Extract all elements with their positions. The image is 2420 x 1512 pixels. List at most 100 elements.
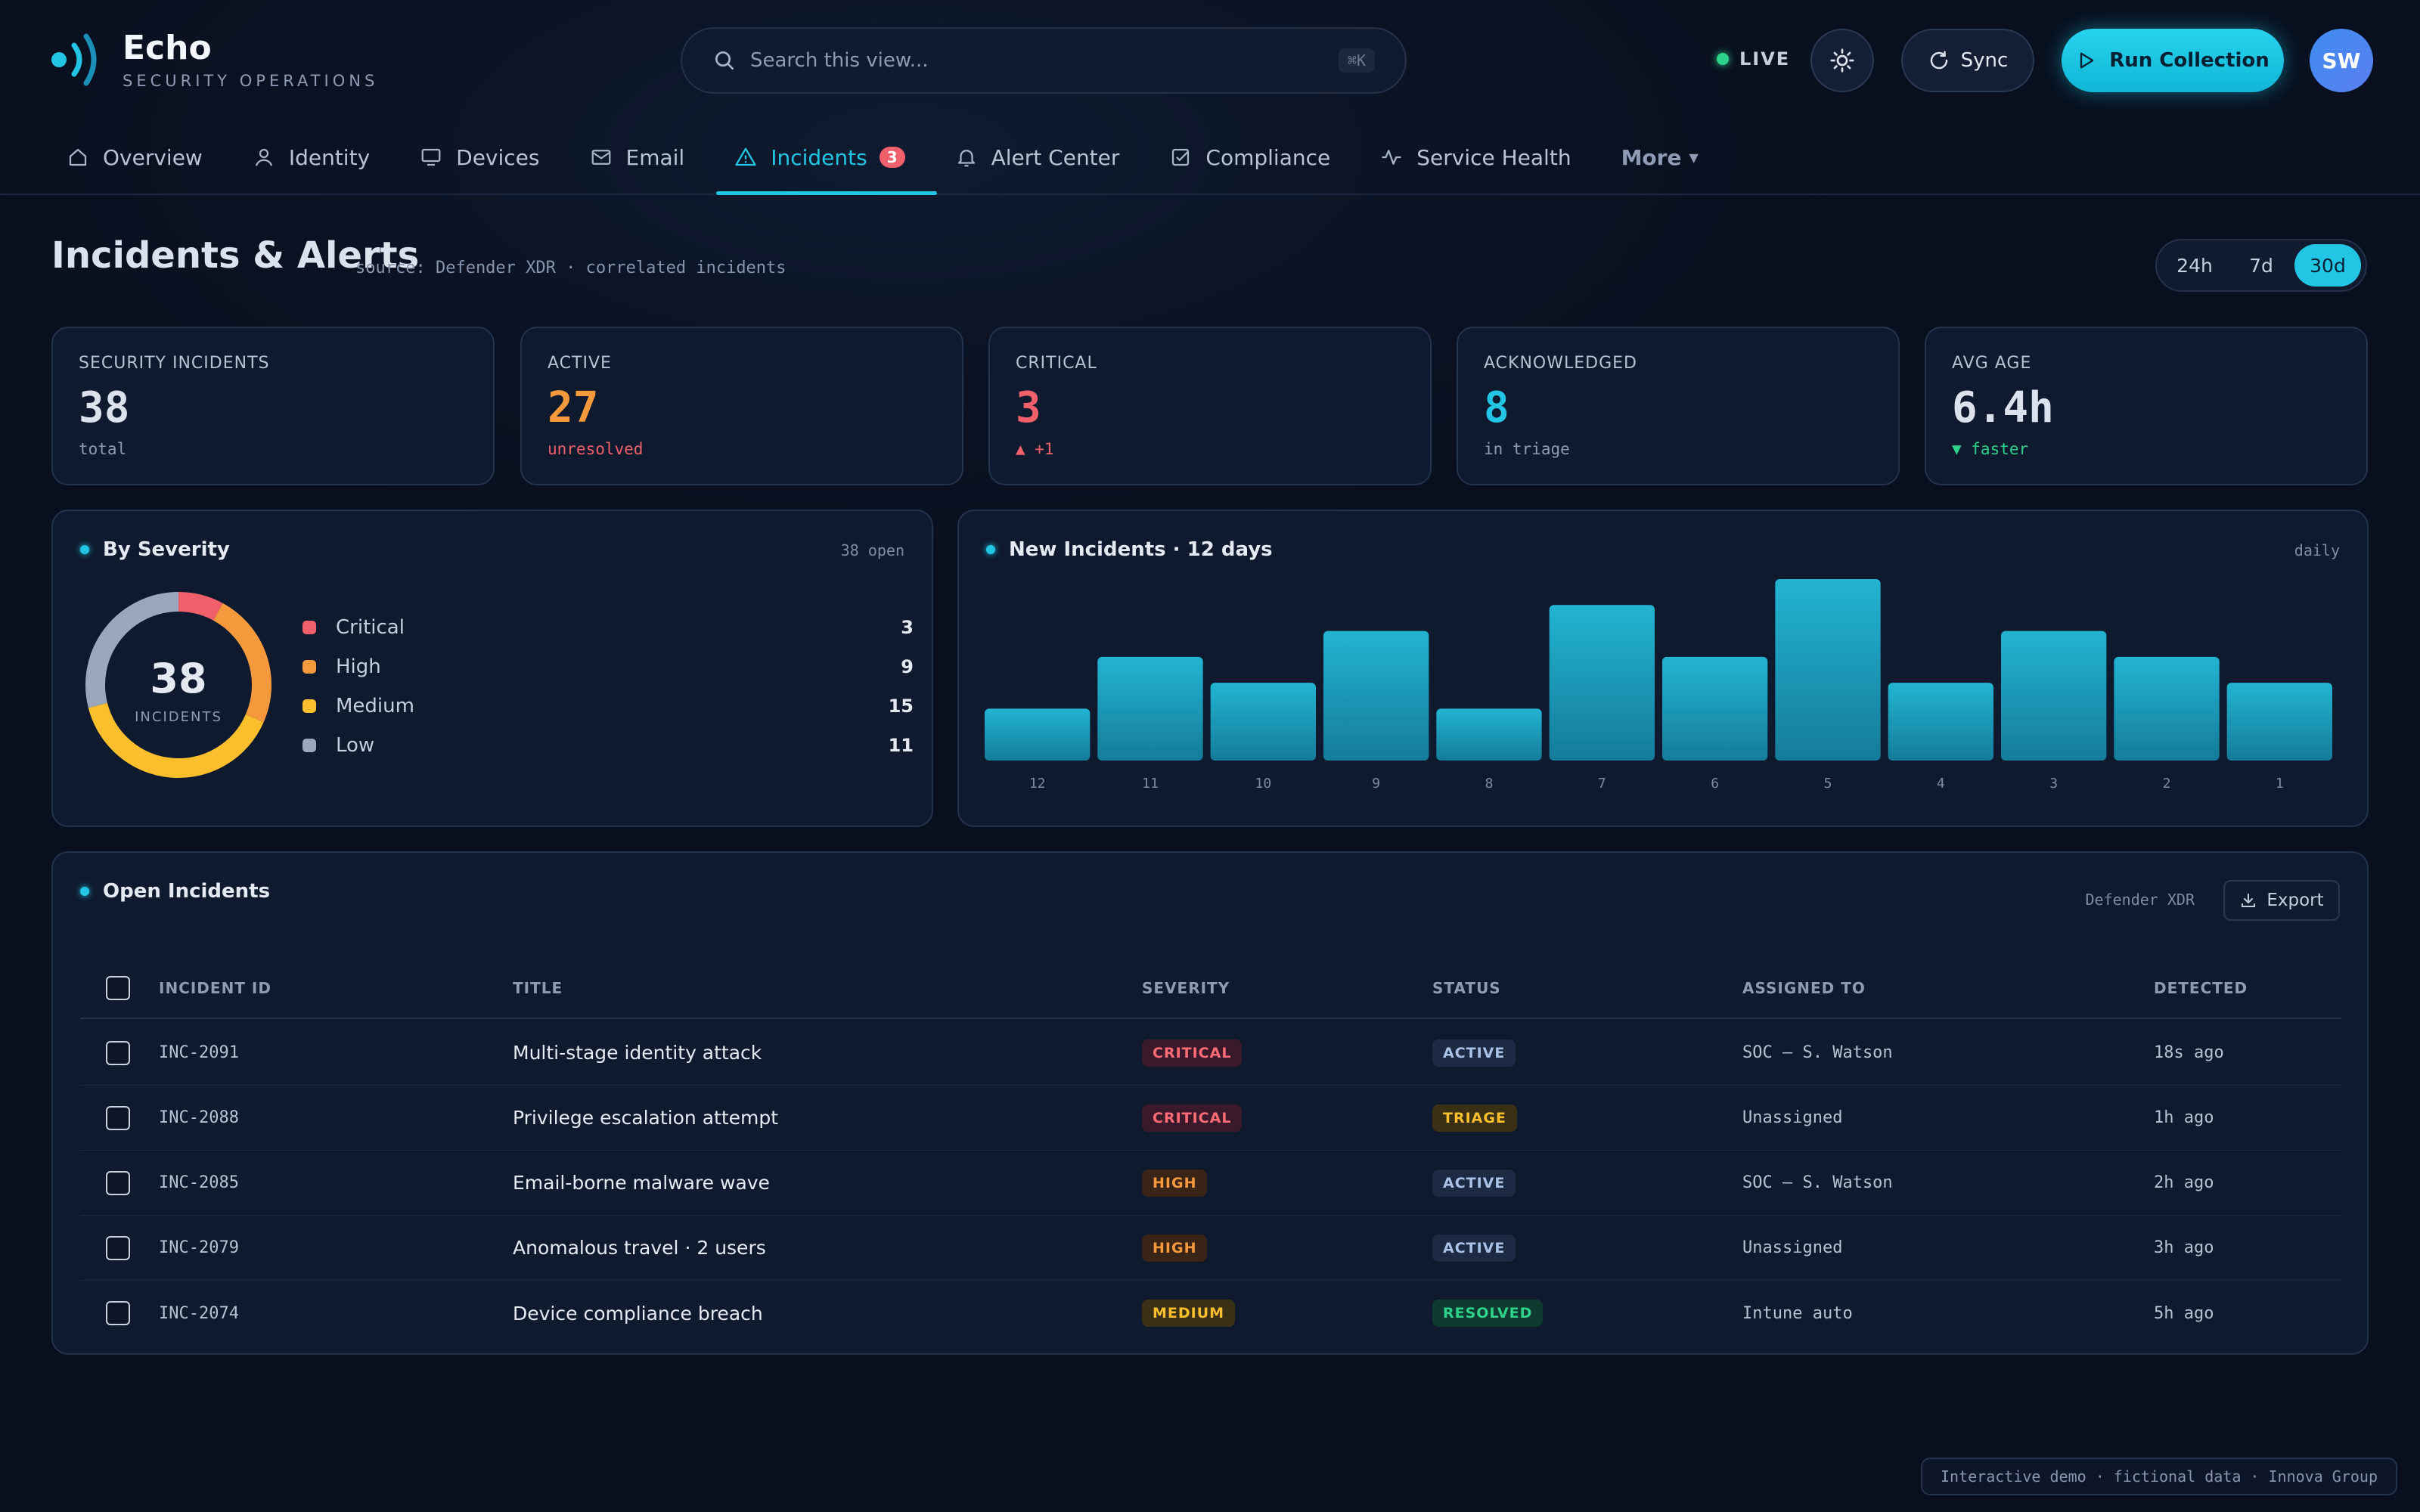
tab-alert-center[interactable]: Alert Center xyxy=(937,121,1152,194)
kpi-note: in triage xyxy=(1484,440,1570,458)
range-7d[interactable]: 7d xyxy=(2249,254,2273,277)
tab-more[interactable]: More ▼ xyxy=(1603,121,1730,194)
theme-toggle-button[interactable] xyxy=(1810,29,1874,92)
app-logo[interactable]: Echo SECURITY OPERATIONS xyxy=(48,27,378,92)
status-badge: TRIAGE xyxy=(1432,1104,1517,1132)
row-checkbox[interactable] xyxy=(106,1040,130,1065)
column-header-status[interactable]: STATUS xyxy=(1432,979,1501,997)
search-bar[interactable]: ⌘K xyxy=(681,27,1407,94)
incident-title[interactable]: Privilege escalation attempt xyxy=(513,1107,779,1129)
app-subtitle: SECURITY OPERATIONS xyxy=(123,72,379,90)
donut-slice-high[interactable] xyxy=(213,603,271,723)
chevron-down-icon: ▼ xyxy=(1689,150,1699,165)
row-checkbox[interactable] xyxy=(106,1105,130,1130)
bar-day-6[interactable] xyxy=(1662,656,1768,761)
incident-title[interactable]: Email-borne malware wave xyxy=(513,1172,770,1194)
legend-label: Low xyxy=(336,734,375,757)
column-header-assigned[interactable]: ASSIGNED TO xyxy=(1742,979,1866,997)
severity-badge: HIGH xyxy=(1142,1234,1208,1262)
x-tick-label: 12 xyxy=(1029,776,1046,792)
tab-label: Email xyxy=(625,144,685,170)
bar-day-12[interactable] xyxy=(985,708,1091,761)
table-row[interactable]: INC-2088 Privilege escalation attempt CR… xyxy=(80,1086,2341,1151)
tab-service-health[interactable]: Service Health xyxy=(1362,121,1602,194)
incidents-title: Open Incidents xyxy=(103,880,271,903)
kpi-avg-age: AVG AGE 6.4h ▼ faster xyxy=(1925,327,2368,485)
mail-icon xyxy=(591,150,610,165)
tab-identity[interactable]: Identity xyxy=(234,121,402,194)
kpi-value: 27 xyxy=(548,383,599,432)
tab-label: Compliance xyxy=(1205,144,1331,170)
export-label: Export xyxy=(2266,891,2324,910)
low-swatch-icon xyxy=(302,739,316,752)
bar-day-1[interactable] xyxy=(2226,683,2332,761)
donut-slice-critical[interactable] xyxy=(178,592,223,621)
donut-slice-medium[interactable] xyxy=(88,702,264,778)
export-button[interactable]: Export xyxy=(2223,880,2340,921)
tab-email[interactable]: Email xyxy=(572,121,717,194)
range-24h[interactable]: 24h xyxy=(2176,254,2213,277)
chart-title: New Incidents · 12 days xyxy=(1009,538,1273,561)
bar-day-10[interactable] xyxy=(1210,683,1316,761)
user-icon xyxy=(255,148,272,166)
tab-compliance[interactable]: Compliance xyxy=(1151,121,1362,194)
column-header-severity[interactable]: SEVERITY xyxy=(1142,979,1230,997)
bar-day-11[interactable] xyxy=(1097,656,1203,761)
run-collection-button[interactable]: Run Collection xyxy=(2062,29,2284,92)
user-avatar[interactable]: SW xyxy=(2310,29,2373,92)
row-checkbox[interactable] xyxy=(106,1235,130,1260)
bullet-dot-icon xyxy=(80,545,89,554)
column-header-title[interactable]: TITLE xyxy=(513,979,563,997)
demo-footer-note: Interactive demo · fictional data · Inno… xyxy=(1921,1458,2397,1495)
bar-day-7[interactable] xyxy=(1549,605,1655,761)
incident-title[interactable]: Anomalous travel · 2 users xyxy=(513,1237,766,1259)
range-30d[interactable]: 30d xyxy=(2294,244,2361,287)
kpi-active: ACTIVE 27 unresolved xyxy=(520,327,963,485)
column-header-id[interactable]: INCIDENT ID xyxy=(159,979,271,997)
chart-subtitle: daily xyxy=(2294,541,2340,559)
legend-value: 11 xyxy=(888,735,914,756)
x-tick-label: 10 xyxy=(1255,776,1271,792)
bar-day-8[interactable] xyxy=(1436,708,1542,761)
check-square-icon xyxy=(1172,148,1190,166)
bar-day-4[interactable] xyxy=(1888,683,1993,761)
table-row[interactable]: INC-2085 Email-borne malware wave HIGH A… xyxy=(80,1151,2341,1216)
live-indicator: LIVE xyxy=(1717,48,1790,70)
app-name: Echo xyxy=(123,29,212,67)
x-tick-label: 6 xyxy=(1711,776,1719,792)
search-input[interactable] xyxy=(750,49,1339,72)
column-header-detected[interactable]: DETECTED xyxy=(2154,979,2248,997)
row-checkbox[interactable] xyxy=(106,1170,130,1195)
incident-title[interactable]: Multi-stage identity attack xyxy=(513,1042,762,1064)
tab-overview[interactable]: Overview xyxy=(48,121,234,194)
sun-icon xyxy=(1830,48,1854,73)
legend-item-low: Low 11 xyxy=(302,726,914,765)
incident-id: INC-2091 xyxy=(159,1043,239,1062)
detected-time: 2h ago xyxy=(2154,1173,2214,1192)
table-row[interactable]: INC-2091 Multi-stage identity attack CRI… xyxy=(80,1021,2341,1086)
monitor-icon xyxy=(421,148,441,166)
medium-swatch-icon xyxy=(302,699,316,713)
bar-day-5[interactable] xyxy=(1775,579,1881,761)
tab-devices[interactable]: Devices xyxy=(402,121,571,194)
row-checkbox[interactable] xyxy=(106,1301,130,1325)
tab-label: Incidents xyxy=(771,144,867,170)
bar-day-3[interactable] xyxy=(2001,631,2107,761)
home-icon xyxy=(69,148,87,166)
donut-slice-low[interactable] xyxy=(85,592,179,708)
tab-incidents[interactable]: Incidents 3 xyxy=(716,121,938,195)
sync-button[interactable]: Sync xyxy=(1901,29,2034,92)
table-row[interactable]: INC-2079 Anomalous travel · 2 users HIGH… xyxy=(80,1216,2341,1281)
bar-day-2[interactable] xyxy=(2114,656,2220,761)
select-all-checkbox[interactable] xyxy=(106,976,130,1000)
legend-item-high: High 9 xyxy=(302,647,914,686)
status-badge: RESOLVED xyxy=(1432,1300,1544,1327)
bell-icon xyxy=(957,150,975,167)
bar-day-9[interactable] xyxy=(1323,631,1429,761)
incident-title[interactable]: Device compliance breach xyxy=(513,1302,763,1325)
x-tick-label: 1 xyxy=(2276,776,2284,792)
table-row[interactable]: INC-2074 Device compliance breach MEDIUM… xyxy=(80,1281,2341,1346)
kpi-critical: CRITICAL 3 ▲ +1 xyxy=(988,327,1432,485)
kpi-label: AVG AGE xyxy=(1952,354,2032,373)
donut-total: 38 xyxy=(150,655,206,702)
